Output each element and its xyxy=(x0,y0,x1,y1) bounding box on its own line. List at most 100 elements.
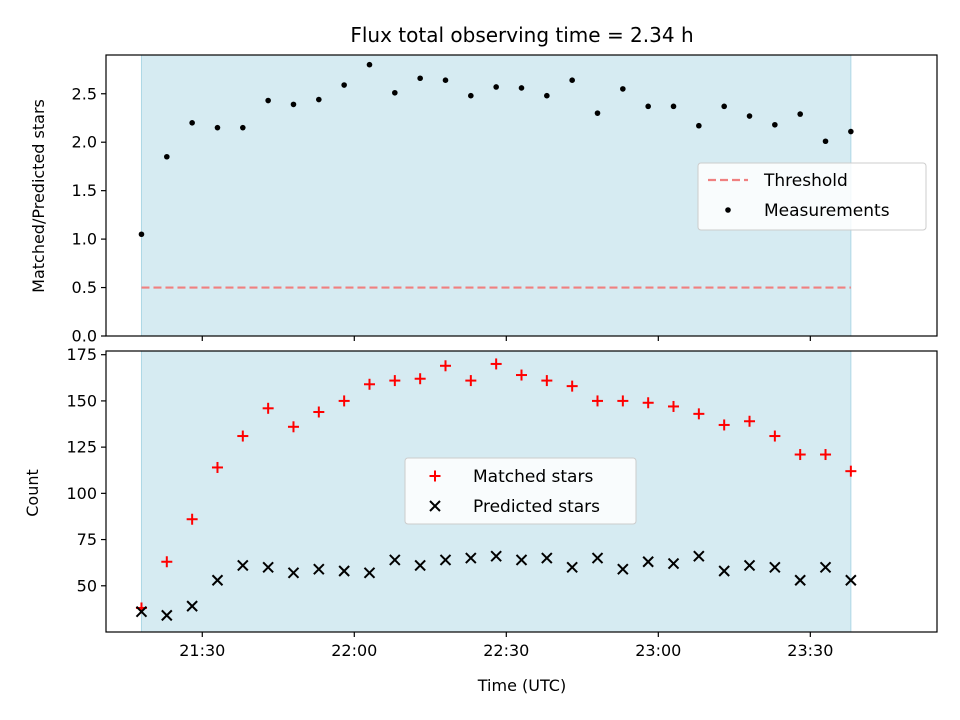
predicted-marker-b xyxy=(161,609,173,622)
legend-predicted-label: Predicted stars xyxy=(473,497,600,517)
predicted-marker xyxy=(211,574,224,586)
measurement-point xyxy=(518,85,525,91)
chart-title: Flux total observing time = 2.34 h xyxy=(350,23,693,47)
x-tick-label: 22:30 xyxy=(483,641,529,660)
predicted-marker xyxy=(718,565,730,577)
predicted-marker xyxy=(363,567,376,579)
matched-marker xyxy=(566,380,578,392)
measurement-point xyxy=(620,86,626,92)
predicted-marker xyxy=(845,574,857,586)
predicted-marker xyxy=(439,554,452,566)
predicted-marker-b xyxy=(591,552,604,564)
matched-marker xyxy=(414,373,426,385)
matched-marker xyxy=(820,449,832,461)
top-ylabel: Matched/Predicted stars xyxy=(29,99,48,293)
predicted-marker-b xyxy=(363,567,376,579)
measurement-point xyxy=(341,82,347,88)
measurement-point xyxy=(138,231,145,238)
measurement-point xyxy=(569,77,575,83)
predicted-marker-b xyxy=(186,600,198,612)
predicted-marker-b xyxy=(541,552,553,564)
matched-marker xyxy=(465,375,477,387)
predicted-marker xyxy=(262,561,274,574)
y-tick-label: 75 xyxy=(77,530,97,549)
predicted-marker-b xyxy=(718,565,730,577)
y-tick-label: 175 xyxy=(66,345,97,364)
predicted-marker-b xyxy=(617,563,629,575)
matched-marker xyxy=(516,369,527,381)
measurement-point xyxy=(772,121,778,128)
measurement-point xyxy=(189,120,195,126)
measurement-point xyxy=(797,111,803,117)
predicted-marker-b xyxy=(667,557,680,570)
y-tick-label: 125 xyxy=(66,438,97,457)
y-tick-label: 2.5 xyxy=(72,84,97,103)
predicted-marker-b xyxy=(211,574,224,586)
predicted-marker xyxy=(313,563,325,575)
y-tick-label: 50 xyxy=(77,576,97,595)
predicted-marker xyxy=(743,559,756,572)
matched-marker xyxy=(211,461,223,473)
bottom-legend xyxy=(404,457,637,525)
axes-frame xyxy=(105,350,938,633)
predicted-marker xyxy=(237,559,249,572)
predicted-marker-b xyxy=(313,563,325,575)
predicted-marker xyxy=(794,574,806,586)
predicted-marker xyxy=(642,556,654,568)
predicted-marker xyxy=(465,552,477,564)
predicted-marker-b xyxy=(439,554,452,566)
predicted-marker xyxy=(566,561,578,574)
matched-marker xyxy=(693,408,705,420)
predicted-marker-b xyxy=(566,561,578,574)
measurement-point xyxy=(822,138,829,145)
predicted-marker-b xyxy=(389,554,401,566)
predicted-marker-b xyxy=(743,559,756,572)
predicted-marker-b xyxy=(287,567,300,579)
bottom-xlabel: Time (UTC) xyxy=(477,676,566,695)
measurement-point xyxy=(645,103,651,110)
measurement-point xyxy=(164,153,170,160)
y-tick-label: 150 xyxy=(66,391,97,410)
matched-marker xyxy=(718,419,730,431)
bottom-panel: 50 75 100 125 150 175 21:30 22:00 22:30 23:00 23:3… xyxy=(66,345,938,660)
predicted-marker xyxy=(693,550,705,562)
matched-marker xyxy=(439,360,451,372)
y-tick-label: 1.0 xyxy=(72,230,97,249)
matched-marker xyxy=(338,395,350,407)
x-tick-label: 21:30 xyxy=(179,641,225,660)
predicted-marker-b xyxy=(642,556,654,568)
predicted-marker xyxy=(389,554,401,566)
matched-marker xyxy=(186,513,198,525)
predicted-marker-b xyxy=(237,559,249,572)
matched-marker xyxy=(389,375,401,387)
bottom-ylabel: Count xyxy=(23,469,42,517)
matched-marker xyxy=(262,402,274,414)
measurement-point xyxy=(392,89,398,96)
measurement-point xyxy=(265,97,271,104)
measurement-point xyxy=(214,124,221,131)
y-tick-label: 2.0 xyxy=(72,133,97,152)
predicted-marker-b xyxy=(693,550,705,562)
matched-marker xyxy=(794,449,806,461)
measurement-point xyxy=(696,122,702,129)
measurement-point xyxy=(493,84,499,90)
matched-marker xyxy=(642,397,654,409)
measurement-point xyxy=(417,75,423,82)
y-tick-label: 0.0 xyxy=(72,327,97,346)
legend-measurement-swatch xyxy=(725,207,731,213)
matched-marker xyxy=(363,378,375,390)
matched-marker xyxy=(237,430,249,442)
legend-predicted-swatch-b xyxy=(429,500,441,512)
predicted-marker xyxy=(490,550,502,562)
predicted-marker xyxy=(338,565,350,577)
measurement-point xyxy=(442,77,449,83)
top-legend xyxy=(697,162,927,231)
predicted-marker xyxy=(769,561,781,574)
predicted-marker xyxy=(414,559,426,572)
x-tick-label: 22:00 xyxy=(331,641,377,660)
measurement-point xyxy=(468,92,474,99)
predicted-marker-b xyxy=(338,565,350,577)
matched-marker xyxy=(769,430,781,442)
y-tick-label: 1.5 xyxy=(72,181,97,200)
